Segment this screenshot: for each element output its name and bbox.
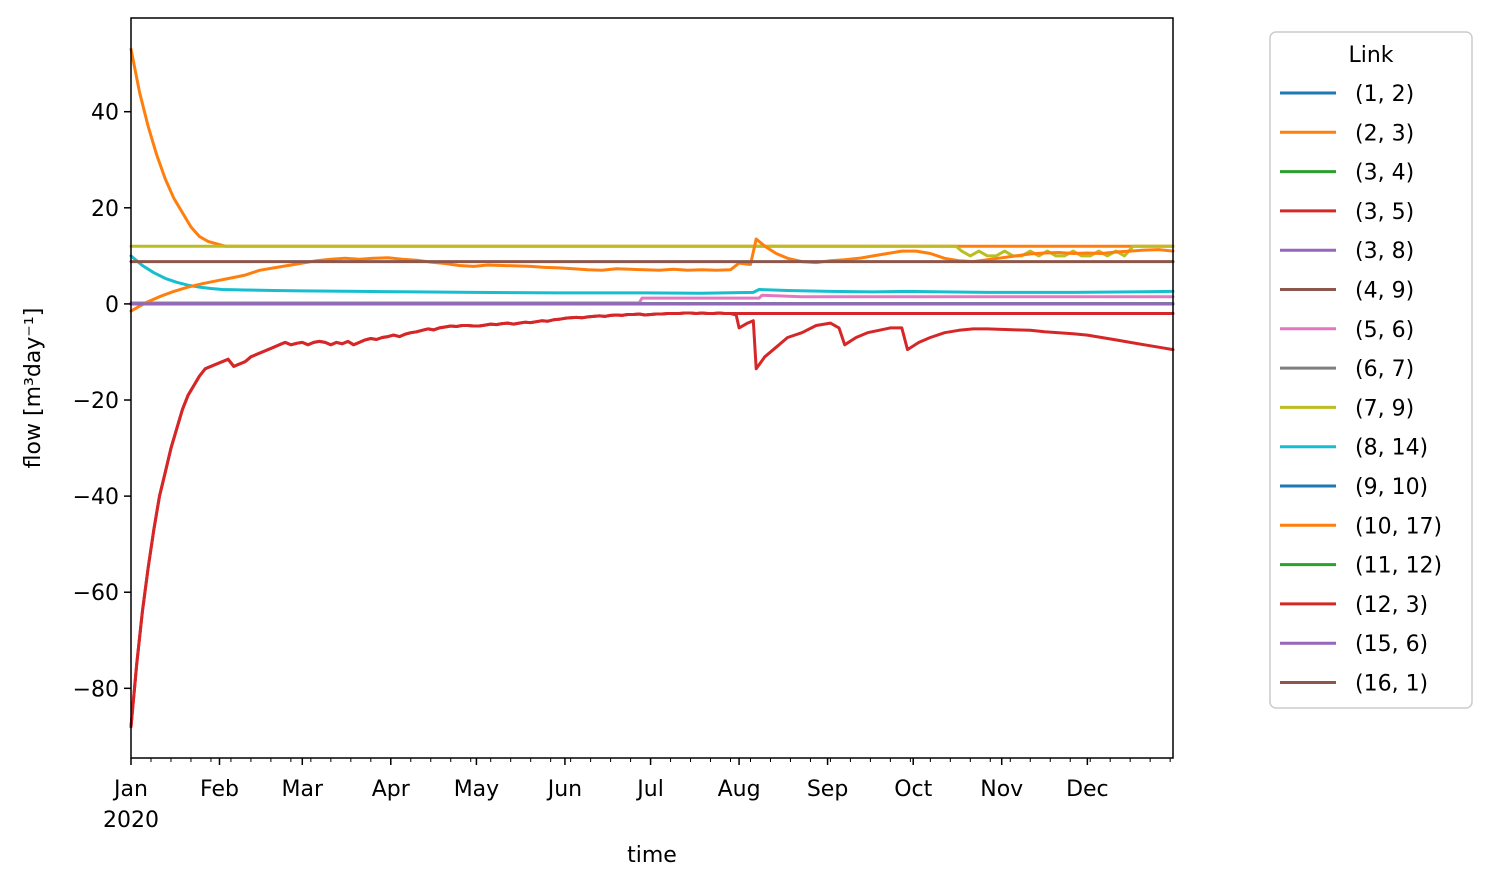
x-tick-label: Sep <box>807 777 848 802</box>
y-axis-ticks: −80 −60 −40 −20 0 20 40 <box>73 101 131 702</box>
legend-label: (7, 9) <box>1355 396 1414 421</box>
legend-label: (11, 12) <box>1355 554 1442 579</box>
y-tick-label: 0 <box>105 293 119 318</box>
x-tick-label: Feb <box>200 777 239 802</box>
legend-label: (3, 4) <box>1355 161 1414 186</box>
x-tick-label: Aug <box>718 777 761 802</box>
series-line-14 <box>129 311 1175 729</box>
x-axis-label: time <box>627 843 677 868</box>
legend-label: (5, 6) <box>1355 318 1414 343</box>
y-tick-label: −60 <box>73 581 119 606</box>
legend-label: (3, 5) <box>1355 200 1414 225</box>
legend-box <box>1269 31 1473 709</box>
legend-items: (1, 2) (2, 3) (3, 4) (3, 5) (3, 8) (4, 9) (5, … <box>1280 82 1442 697</box>
legend-label: (10, 17) <box>1355 514 1442 539</box>
x-tick-label: Mar <box>282 777 324 802</box>
year-label: 2020 <box>103 808 159 833</box>
y-tick-label: −80 <box>73 677 119 702</box>
x-tick-label: May <box>454 777 499 802</box>
x-tick-label: Jul <box>635 777 664 802</box>
legend-label: (15, 6) <box>1355 632 1428 657</box>
legend-label: (12, 3) <box>1355 593 1428 618</box>
legend-label: (2, 3) <box>1355 121 1414 146</box>
series-line-9 <box>129 244 1175 258</box>
y-axis-label: flow [m³day⁻¹] <box>21 308 46 469</box>
legend-label: (6, 7) <box>1355 357 1414 382</box>
y-tick-label: 40 <box>91 101 119 126</box>
x-tick-label: Nov <box>980 777 1023 802</box>
legend-label: (16, 1) <box>1355 672 1428 697</box>
legend: Link (1, 2) (2, 3) (3, 4) (3, 5) (3, 8) (4, 9… <box>1269 31 1473 709</box>
y-tick-label: 20 <box>91 197 119 222</box>
plot-frame <box>130 17 1174 759</box>
legend-label: (8, 14) <box>1355 436 1428 461</box>
x-axis-ticks: Jan Feb Mar Apr May Jun Jul Aug Sep Oct Nov Dec <box>112 758 1171 802</box>
x-tick-label: Jan <box>112 777 148 802</box>
y-tick-label: −20 <box>73 389 119 414</box>
legend-label: (9, 10) <box>1355 475 1428 500</box>
x-tick-label: Dec <box>1066 777 1109 802</box>
x-tick-label: Jun <box>546 777 582 802</box>
legend-title: Link <box>1348 43 1393 68</box>
y-tick-label: −40 <box>73 485 119 510</box>
legend-label: (4, 9) <box>1355 279 1414 304</box>
legend-label: (3, 8) <box>1355 239 1414 264</box>
legend-label: (1, 2) <box>1355 82 1414 107</box>
series-line-10 <box>129 254 1175 295</box>
plot-lines <box>129 47 1175 729</box>
x-tick-label: Apr <box>372 777 411 802</box>
x-tick-label: Oct <box>894 777 932 802</box>
